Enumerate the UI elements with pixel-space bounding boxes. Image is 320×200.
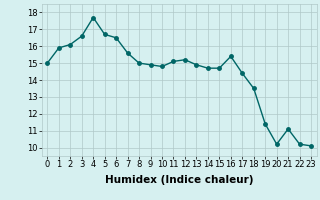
X-axis label: Humidex (Indice chaleur): Humidex (Indice chaleur)	[105, 175, 253, 185]
